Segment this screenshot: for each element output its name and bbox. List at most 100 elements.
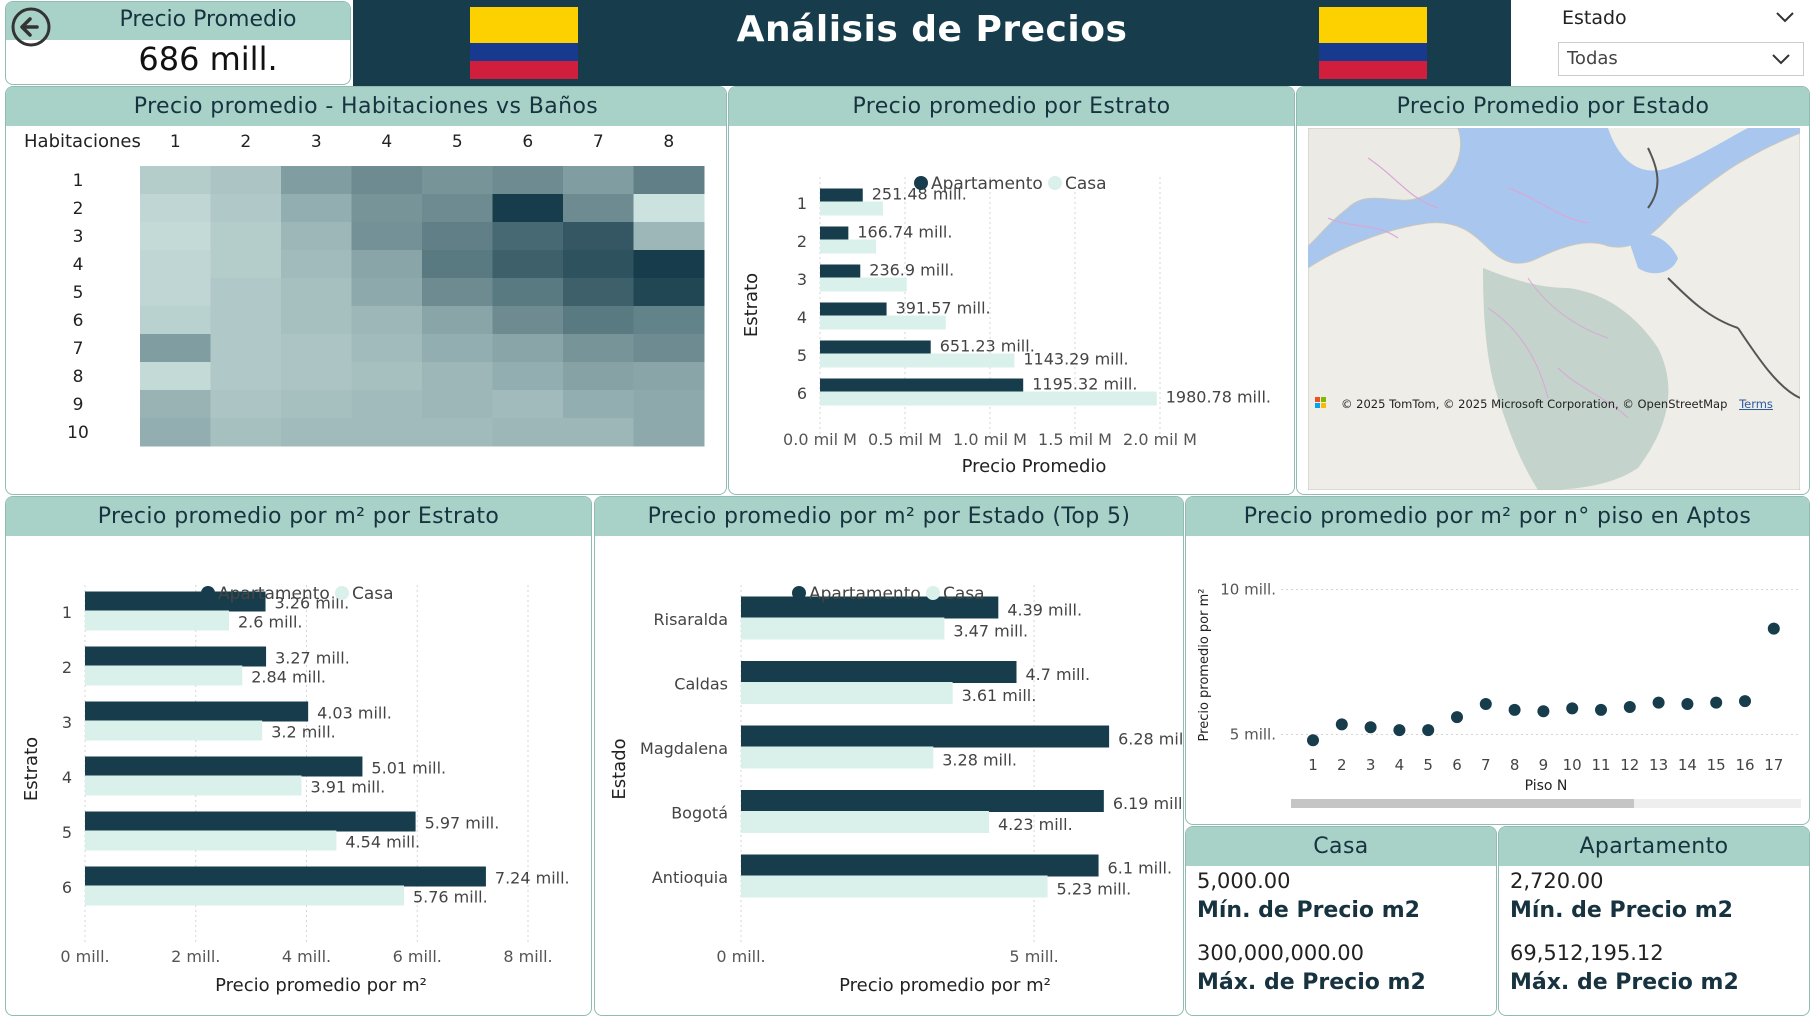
bar-apartamento	[741, 661, 1017, 683]
heatmap-cell	[351, 334, 423, 363]
heatmap-col-label: 7	[593, 132, 604, 152]
heatmap-col-label: 6	[522, 132, 533, 152]
scatter-point	[1652, 696, 1665, 709]
heatmap-cell	[210, 418, 282, 447]
apto-max-value: 69,512,195.12	[1510, 941, 1664, 965]
legend-casa-label: Casa	[1065, 174, 1107, 194]
estado-dropdown[interactable]: Todas	[1558, 42, 1804, 76]
heatmap-cell	[422, 362, 493, 391]
back-button[interactable]	[11, 7, 51, 47]
piso-chart: 10 mill.5 mill.1 2 3 4 5 6 7 8 9 10 11 12 13 14 15 16 17…	[1197, 581, 1801, 808]
bar-casa	[741, 617, 945, 640]
apto-min-label: Mín. de Precio m2	[1510, 898, 1733, 923]
estrato-chart: 0.0 mil M 0.5 mil M 1.0 mil M 1.5 mil M 2.0 …	[741, 174, 1271, 477]
bar-label-apartamento: 3.27 mill.	[275, 649, 350, 668]
x-tick-label: 2 mill.	[171, 947, 220, 966]
bar-apartamento	[85, 591, 266, 612]
bar-label-casa: 4.23 mill.	[998, 815, 1073, 834]
x-tick-label: 1	[1308, 756, 1318, 774]
bar-apartamento	[85, 646, 267, 667]
heatmap-cell	[492, 166, 564, 195]
heatmap-cell	[563, 278, 634, 307]
y-axis-title: Precio promedio por m²	[1197, 589, 1212, 742]
scatter-point	[1393, 724, 1406, 737]
casa-card: Casa 5,000.00 Mín. de Precio m2 300,000,…	[1185, 826, 1497, 1016]
heatmap-cell	[492, 222, 564, 251]
bar-label-apartamento: 5.97 mill.	[425, 814, 500, 833]
heatmap-cell	[422, 418, 493, 447]
heatmap-cell	[633, 194, 705, 223]
colombia-map[interactable]	[1308, 128, 1800, 490]
m2-estado-card: Precio promedio por m² por Estado (Top 5…	[594, 496, 1184, 1016]
casa-max-label: Máx. de Precio m2	[1197, 970, 1426, 995]
y-category-label: Bogotá	[671, 804, 728, 823]
heatmap-cell	[422, 306, 493, 335]
heatmap-col-label: 8	[663, 132, 674, 152]
y-axis-title: Estrato	[741, 273, 762, 337]
heatmap-cell	[422, 334, 493, 363]
legend-apartamento-label: Apartamento	[931, 174, 1043, 194]
scatter-point	[1451, 711, 1463, 724]
heatmap-cell	[633, 390, 705, 419]
x-tick-label: 2	[1337, 756, 1347, 774]
bar-casa	[820, 277, 907, 292]
bar-apartamento	[820, 340, 931, 355]
bar-casa	[85, 610, 229, 631]
heatmap-cell	[422, 390, 493, 419]
heatmap-cell	[210, 362, 282, 391]
bar-label-apartamento: 6.19 mill.	[1113, 794, 1183, 813]
legend-apartamento-label: Apartamento	[809, 584, 921, 604]
heatmap-chart: 1 2 3 4 5 6 7 8 1 2 3 4 5 6 7 8 9 10	[67, 132, 705, 447]
y-category-label: 6	[62, 878, 72, 897]
x-tick-label: 16	[1735, 756, 1754, 774]
bar-casa	[85, 720, 263, 741]
heatmap-row-label: 2	[73, 199, 84, 219]
legend-apartamento-marker	[914, 176, 928, 190]
scatter-point	[1739, 695, 1751, 708]
bar-label-apartamento: 4.03 mill.	[317, 704, 392, 723]
bar-casa	[85, 830, 337, 851]
legend-apartamento-marker	[792, 586, 806, 600]
bar-label-apartamento: 5.01 mill.	[371, 759, 446, 778]
page-title: Análisis de Precios	[736, 9, 1128, 50]
m2-estado-chart: 0 mill. 5 mill. Risaralda 4.39 mill. 3.47 mi…	[609, 584, 1183, 996]
heatmap-cell	[210, 250, 282, 279]
bar-label-apartamento: 4.7 mill.	[1025, 665, 1090, 684]
x-tick-label: 2.0 mil M	[1123, 430, 1197, 449]
heatmap-col-label: 2	[240, 132, 251, 152]
map-attribution-text: © 2025 TomTom, © 2025 Microsoft Corporat…	[1341, 397, 1728, 411]
heatmap-cell	[633, 166, 705, 195]
heatmap-cell	[140, 194, 211, 223]
scrollbar-thumb[interactable]	[1291, 799, 1634, 808]
bar-apartamento	[820, 226, 849, 241]
legend-apartamento-label: Apartamento	[218, 584, 330, 604]
heatmap-cell	[633, 334, 705, 363]
casa-min-label: Mín. de Precio m2	[1197, 898, 1420, 923]
heatmap-cell	[281, 418, 352, 447]
legend-casa-marker	[1048, 176, 1062, 190]
bar-apartamento	[85, 866, 486, 887]
heatmap-cell	[351, 306, 423, 335]
heatmap-cell	[492, 278, 564, 307]
heatmap-row-label: 7	[73, 339, 84, 359]
bar-label-apartamento: 166.74 mill.	[857, 223, 952, 242]
heatmap-cell	[633, 250, 705, 279]
apto-max-label: Máx. de Precio m2	[1510, 970, 1739, 995]
map-terms-link[interactable]: Terms	[1739, 397, 1773, 411]
x-tick-label: 8 mill.	[503, 947, 552, 966]
bar-casa	[820, 391, 1157, 406]
map-attribution: © 2025 TomTom, © 2025 Microsoft Corporat…	[1341, 397, 1773, 411]
heatmap-cell	[140, 222, 211, 251]
estado-dropdown-value: Todas	[1567, 48, 1618, 69]
heatmap-cell	[492, 390, 564, 419]
heatmap-cell	[563, 194, 634, 223]
bar-casa	[820, 239, 877, 254]
chevron-down-icon[interactable]	[1775, 10, 1795, 24]
y-category-label: 5	[797, 346, 807, 365]
heatmap-cell	[492, 418, 564, 447]
bar-apartamento	[820, 302, 887, 317]
x-tick-label: 0.5 mil M	[868, 430, 942, 449]
heatmap-cell	[351, 194, 423, 223]
bar-apartamento	[741, 790, 1104, 812]
heatmap-corner-label: Habitaciones	[24, 131, 141, 152]
